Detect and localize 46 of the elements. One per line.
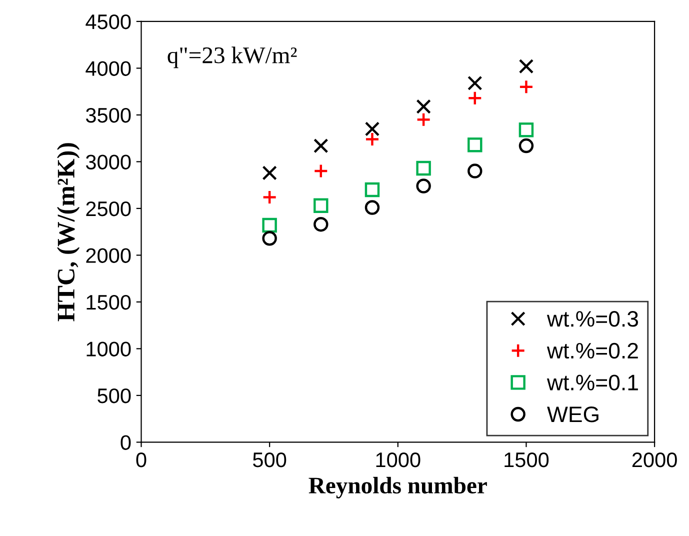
point bbox=[314, 138, 328, 154]
x-tick-label: 1500 bbox=[504, 452, 549, 468]
y-tick-label: 0 bbox=[120, 435, 131, 450]
annotation: q"=23 kW/m² bbox=[168, 46, 297, 68]
point bbox=[518, 122, 534, 138]
x-axis-title: Reynolds number bbox=[308, 476, 487, 498]
point bbox=[262, 190, 277, 205]
y-tick-label: 3000 bbox=[86, 154, 131, 170]
point bbox=[416, 112, 431, 127]
y-tick-label: 4500 bbox=[86, 14, 131, 30]
point bbox=[518, 138, 534, 154]
point bbox=[314, 216, 328, 232]
point bbox=[518, 58, 534, 74]
legend-label: wt.%=0.2 bbox=[546, 342, 638, 359]
y-tick-label: 1000 bbox=[86, 342, 131, 356]
x-tick-label: 0 bbox=[136, 452, 146, 468]
y-tick-label: 3500 bbox=[86, 108, 131, 123]
x-tick-label: 1000 bbox=[376, 452, 420, 468]
point bbox=[468, 164, 482, 178]
point bbox=[468, 138, 482, 152]
point bbox=[416, 99, 431, 114]
point bbox=[364, 122, 380, 136]
x-tick-label: 500 bbox=[253, 452, 286, 468]
point bbox=[314, 164, 328, 178]
y-axis-title: HTC, (W/(m²K)) bbox=[56, 143, 80, 322]
y-tick-label: 4000 bbox=[86, 61, 131, 76]
point bbox=[262, 231, 277, 246]
y-tick-label: 500 bbox=[98, 388, 131, 404]
point bbox=[468, 76, 482, 91]
point bbox=[468, 90, 482, 106]
x-tick-label: 2000 bbox=[632, 452, 677, 468]
point bbox=[262, 218, 277, 233]
point bbox=[416, 160, 431, 176]
point bbox=[314, 198, 328, 213]
point bbox=[262, 166, 277, 180]
point bbox=[518, 80, 534, 94]
legend-label: wt.%=0.1 bbox=[546, 374, 638, 390]
point bbox=[416, 178, 431, 194]
point bbox=[364, 200, 380, 215]
y-tick-label: 2500 bbox=[86, 201, 131, 216]
legend-label: wt.%=0.3 bbox=[546, 311, 638, 327]
point bbox=[364, 132, 380, 147]
point bbox=[364, 182, 380, 198]
y-tick-label: 1500 bbox=[86, 294, 131, 310]
legend-label: WEG bbox=[547, 406, 598, 422]
y-tick-label: 2000 bbox=[86, 248, 131, 263]
